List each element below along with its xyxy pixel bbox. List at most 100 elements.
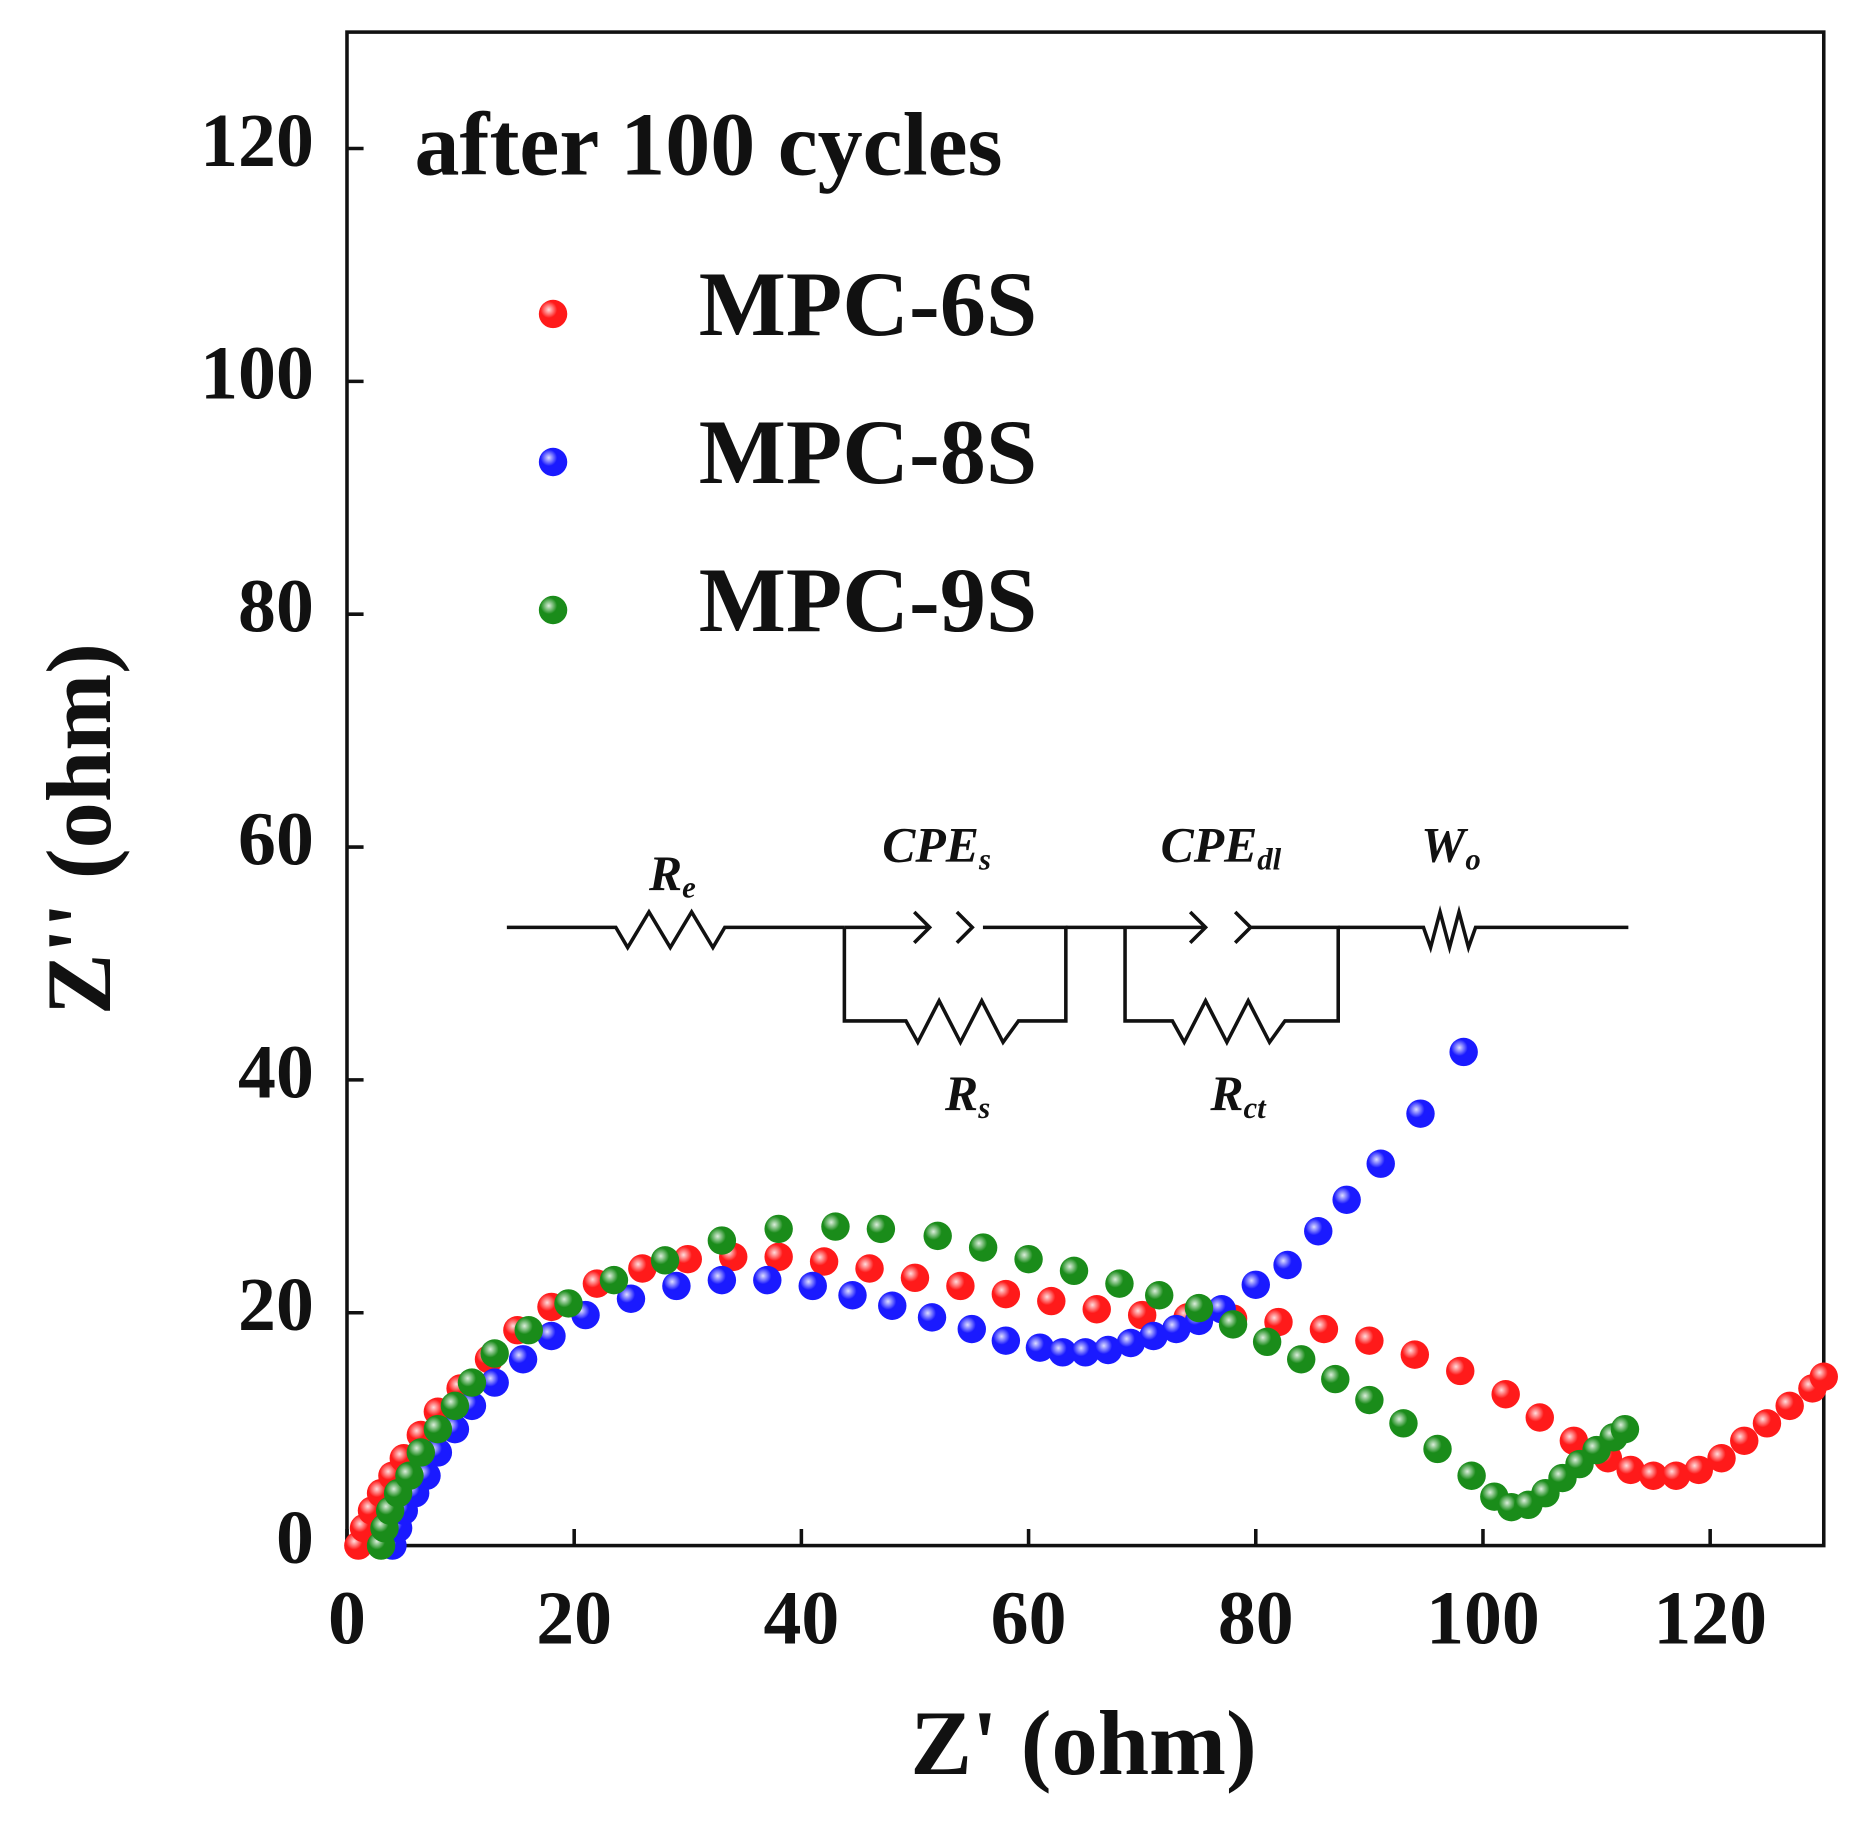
dot-highlight: [707, 1226, 737, 1255]
dot-highlight: [628, 1254, 657, 1283]
dot-highlight: [1071, 1338, 1100, 1367]
dot-highlight: [1332, 1185, 1361, 1215]
x-tick-label: 40: [763, 1577, 839, 1661]
dot-highlight: [538, 595, 568, 625]
dot-highlight: [1048, 1338, 1077, 1367]
dot-highlight: [1093, 1335, 1123, 1365]
dot-highlight: [1355, 1385, 1384, 1415]
y-tick-label: 80: [238, 565, 314, 649]
dot-highlight: [1610, 1414, 1640, 1444]
plot-frame: [345, 30, 1826, 1548]
dot-highlight: [878, 1291, 907, 1320]
dot-highlight: [1321, 1364, 1350, 1394]
y-tick-label: 120: [200, 99, 314, 183]
dot-highlight: [616, 1284, 646, 1313]
legend-label: MPC-6S: [699, 253, 1038, 355]
dot-highlight: [1809, 1362, 1838, 1391]
dot-highlight: [1366, 1149, 1395, 1178]
dot-highlight: [1127, 1300, 1157, 1330]
dot-highlight: [1707, 1444, 1736, 1473]
dot-highlight: [508, 1345, 538, 1374]
dot-highlight: [480, 1339, 509, 1368]
dot-highlight: [423, 1414, 453, 1444]
cpe: [1233, 910, 1254, 945]
x-tick-label: 60: [991, 1577, 1067, 1661]
x-tick-label: 0: [328, 1577, 366, 1661]
legend-label: MPC-8S: [699, 401, 1038, 503]
dot-highlight: [406, 1438, 436, 1467]
dot-highlight: [650, 1246, 680, 1275]
label-wo: Wo: [1421, 818, 1481, 876]
dot-highlight: [1559, 1426, 1589, 1456]
dot-highlight: [821, 1212, 850, 1241]
x-axis-title: Z' (ohm): [910, 1692, 1256, 1794]
x-tick-label: 100: [1426, 1577, 1540, 1661]
dot-highlight: [1082, 1295, 1111, 1324]
label-rs: Rs: [944, 1067, 990, 1125]
x-tick-label: 120: [1653, 1577, 1767, 1661]
label-cpedl: CPEdl: [1161, 818, 1282, 876]
dot-highlight: [1355, 1326, 1384, 1355]
dot-highlight: [917, 1303, 947, 1332]
arrow: [1188, 910, 1209, 945]
dot-highlight: [1400, 1340, 1430, 1369]
dot-highlight: [554, 1289, 583, 1318]
y-tick-label: 40: [238, 1030, 314, 1114]
y-tick-label: 60: [238, 797, 314, 881]
x-tick-label: 80: [1218, 1577, 1294, 1661]
dot-highlight: [538, 299, 568, 329]
label-cpes: CPEs: [882, 818, 991, 876]
dot-highlight: [1059, 1256, 1089, 1286]
cpe: [955, 910, 975, 945]
arrow: [912, 910, 933, 945]
dot-highlight: [1639, 1461, 1668, 1490]
dot-highlight: [1616, 1455, 1645, 1485]
dot-highlight: [991, 1279, 1021, 1309]
wire: [842, 925, 1068, 1047]
dot-highlight: [923, 1221, 952, 1251]
dot-highlight: [946, 1271, 975, 1301]
dot-highlight: [673, 1244, 702, 1274]
dot-highlight: [1304, 1217, 1333, 1246]
dot-highlight: [1309, 1314, 1339, 1344]
wire: [1123, 925, 1340, 1047]
dot-highlight: [1116, 1328, 1146, 1358]
dot-highlight: [1423, 1434, 1452, 1464]
x-tick-label: 20: [536, 1577, 612, 1661]
dot-highlight: [707, 1265, 737, 1295]
dot-highlight: [1105, 1269, 1134, 1298]
dot-highlight: [1273, 1250, 1302, 1280]
dot-highlight: [991, 1326, 1021, 1355]
chart-title: after 100 cycles: [414, 96, 1002, 195]
dot-highlight: [1730, 1426, 1759, 1456]
dot-highlight: [1525, 1403, 1554, 1432]
dot-highlight: [1162, 1314, 1191, 1344]
dot-highlight: [866, 1214, 896, 1244]
dot-highlight: [855, 1254, 884, 1283]
label-re: Re: [648, 846, 696, 904]
dot-highlight: [1184, 1293, 1214, 1323]
dot-highlight: [1287, 1345, 1316, 1374]
dot-highlight: [457, 1368, 487, 1397]
dot-highlight: [440, 1391, 470, 1421]
dot-highlight: [764, 1242, 793, 1272]
dot-highlight: [1406, 1099, 1435, 1128]
y-tick-label: 0: [276, 1496, 314, 1580]
warburg: [1338, 905, 1629, 955]
dot-highlight: [1752, 1409, 1782, 1438]
dot-highlight: [838, 1281, 867, 1310]
y-axis-title: Z'' (ohm): [28, 643, 130, 1015]
dot-highlight: [753, 1265, 782, 1295]
dot-highlight: [1139, 1321, 1168, 1351]
dot-highlight: [537, 1321, 566, 1351]
dot-highlight: [1218, 1310, 1248, 1339]
dot-highlight: [1457, 1461, 1486, 1490]
wire: [506, 908, 845, 952]
dot-highlight: [514, 1315, 543, 1345]
dot-highlight: [599, 1265, 629, 1295]
dot-highlight: [968, 1233, 998, 1262]
legend-label: MPC-9S: [699, 549, 1038, 651]
circuit-inset: [506, 905, 1629, 1047]
dot-highlight: [1145, 1281, 1174, 1310]
